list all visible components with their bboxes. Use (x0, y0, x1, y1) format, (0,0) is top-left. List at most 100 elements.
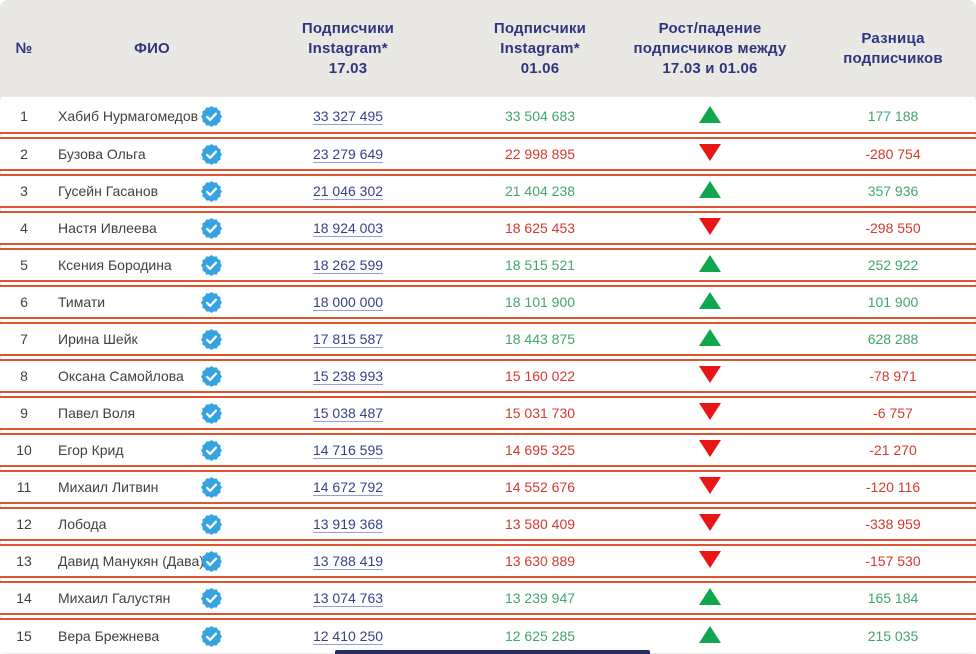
followers-0601-value: 18 443 875 (504, 331, 576, 347)
verified-badge-icon (200, 291, 222, 313)
followers-0317-link[interactable]: 18 262 599 (312, 257, 384, 273)
trend-arrow-icon (699, 588, 721, 605)
followers-diff-value: 215 035 (867, 628, 919, 644)
column-header-number: № (15, 39, 33, 57)
row-number: 6 (20, 294, 28, 310)
followers-diff-value: -6 757 (873, 405, 913, 421)
table-row: 8 Оксана Самойлова 15 238 993 15 160 022… (0, 359, 976, 393)
followers-diff-value: -298 550 (865, 220, 921, 236)
person-name: Павел Воля (58, 405, 136, 421)
column-header-difference: Разница подписчиков (843, 29, 943, 67)
person-name: Давид Манукян (Дава) (58, 553, 204, 569)
trend-arrow-icon (699, 514, 721, 531)
person-name: Гусейн Гасанов (58, 183, 159, 199)
followers-0601-value: 12 625 285 (504, 628, 576, 644)
followers-diff-value: -338 959 (865, 516, 921, 532)
row-number: 10 (16, 442, 32, 458)
table-row: 13 Давид Манукян (Дава) 13 788 419 13 63… (0, 544, 976, 578)
column-header-followers-0317: Подписчики Instagram* 17.03 (301, 19, 395, 77)
table-row: 5 Ксения Бородина 18 262 599 18 515 521 … (0, 248, 976, 282)
verified-badge-icon (200, 143, 222, 165)
table-row: 12 Лобода 13 919 368 13 580 409 -338 959 (0, 507, 976, 541)
row-number: 4 (20, 220, 28, 236)
followers-0317-link[interactable]: 23 279 649 (312, 146, 384, 162)
verified-badge-icon (200, 550, 222, 572)
row-number: 11 (16, 479, 32, 495)
followers-0601-value: 13 580 409 (504, 516, 576, 532)
table-row: 3 Гусейн Гасанов 21 046 302 21 404 238 3… (0, 174, 976, 208)
followers-diff-value: 357 936 (867, 183, 919, 199)
person-name: Лобода (58, 516, 107, 532)
followers-0601-value: 14 695 325 (504, 442, 576, 458)
followers-diff-value: -280 754 (865, 146, 921, 162)
trend-arrow-icon (699, 551, 721, 568)
trend-arrow-icon (699, 626, 721, 643)
followers-0317-link[interactable]: 15 038 487 (312, 405, 384, 421)
table-row: 9 Павел Воля 15 038 487 15 031 730 -6 75… (0, 396, 976, 430)
trend-arrow-icon (699, 106, 721, 123)
row-number: 13 (16, 553, 32, 569)
followers-0317-link[interactable]: 13 788 419 (312, 553, 384, 569)
row-number: 7 (20, 331, 28, 347)
followers-diff-value: -21 270 (869, 442, 917, 458)
row-number: 12 (16, 516, 32, 532)
horizontal-scrollbar-thumb[interactable] (335, 650, 650, 654)
followers-0317-link[interactable]: 14 672 792 (312, 479, 384, 495)
table-row: 6 Тимати 18 000 000 18 101 900 101 900 (0, 285, 976, 319)
person-name: Егор Крид (58, 442, 124, 458)
followers-diff-value: 252 922 (867, 257, 919, 273)
followers-0601-value: 21 404 238 (504, 183, 576, 199)
person-name: Михаил Литвин (58, 479, 159, 495)
trend-arrow-icon (699, 403, 721, 420)
verified-badge-icon (200, 402, 222, 424)
followers-0317-link[interactable]: 18 924 003 (312, 220, 384, 236)
followers-0317-link[interactable]: 33 327 495 (312, 108, 384, 124)
column-header-growth: Рост/падение подписчиков между 17.03 и 0… (633, 19, 787, 77)
person-name: Вера Брежнева (58, 628, 160, 644)
followers-0317-link[interactable]: 17 815 587 (312, 331, 384, 347)
followers-0317-link[interactable]: 13 074 763 (312, 590, 384, 606)
followers-0601-value: 22 998 895 (504, 146, 576, 162)
row-number: 9 (20, 405, 28, 421)
table-row: 1 Хабиб Нурмагомедов 33 327 495 33 504 6… (0, 100, 976, 134)
row-number: 1 (20, 108, 28, 124)
table-row: 10 Егор Крид 14 716 595 14 695 325 -21 2… (0, 433, 976, 467)
followers-0317-link[interactable]: 12 410 250 (312, 628, 384, 644)
verified-badge-icon (200, 254, 222, 276)
followers-diff-value: -78 971 (869, 368, 917, 384)
table-row: 11 Михаил Литвин 14 672 792 14 552 676 -… (0, 470, 976, 504)
followers-0317-link[interactable]: 13 919 368 (312, 516, 384, 532)
row-number: 14 (16, 590, 32, 606)
followers-0601-value: 15 031 730 (504, 405, 576, 421)
followers-0601-value: 33 504 683 (504, 108, 576, 124)
trend-arrow-icon (699, 255, 721, 272)
verified-badge-icon (200, 180, 222, 202)
row-number: 5 (20, 257, 28, 273)
row-number: 2 (20, 146, 28, 162)
verified-badge-icon (200, 328, 222, 350)
person-name: Ирина Шейк (58, 331, 138, 347)
person-name: Хабиб Нурмагомедов (58, 108, 199, 124)
followers-0601-value: 18 101 900 (504, 294, 576, 310)
trend-arrow-icon (699, 144, 721, 161)
trend-arrow-icon (699, 181, 721, 198)
verified-badge-icon (200, 625, 222, 647)
followers-0317-link[interactable]: 18 000 000 (312, 294, 384, 310)
person-name: Михаил Галустян (58, 590, 171, 606)
row-number: 8 (20, 368, 28, 384)
followers-0317-link[interactable]: 15 238 993 (312, 368, 384, 384)
followers-0317-link[interactable]: 14 716 595 (312, 442, 384, 458)
person-name: Настя Ивлеева (58, 220, 157, 236)
row-number: 15 (16, 628, 32, 644)
person-name: Тимати (58, 294, 106, 310)
followers-0601-value: 18 515 521 (504, 257, 576, 273)
person-name: Оксана Самойлова (58, 368, 184, 384)
followers-0317-link[interactable]: 21 046 302 (312, 183, 384, 199)
table-row: 14 Михаил Галустян 13 074 763 13 239 947… (0, 581, 976, 615)
trend-arrow-icon (699, 440, 721, 457)
table-header: № ФИО Подписчики Instagram* 17.03 Подпис… (0, 0, 976, 97)
verified-badge-icon (200, 439, 222, 461)
trend-arrow-icon (699, 218, 721, 235)
followers-0601-value: 14 552 676 (504, 479, 576, 495)
